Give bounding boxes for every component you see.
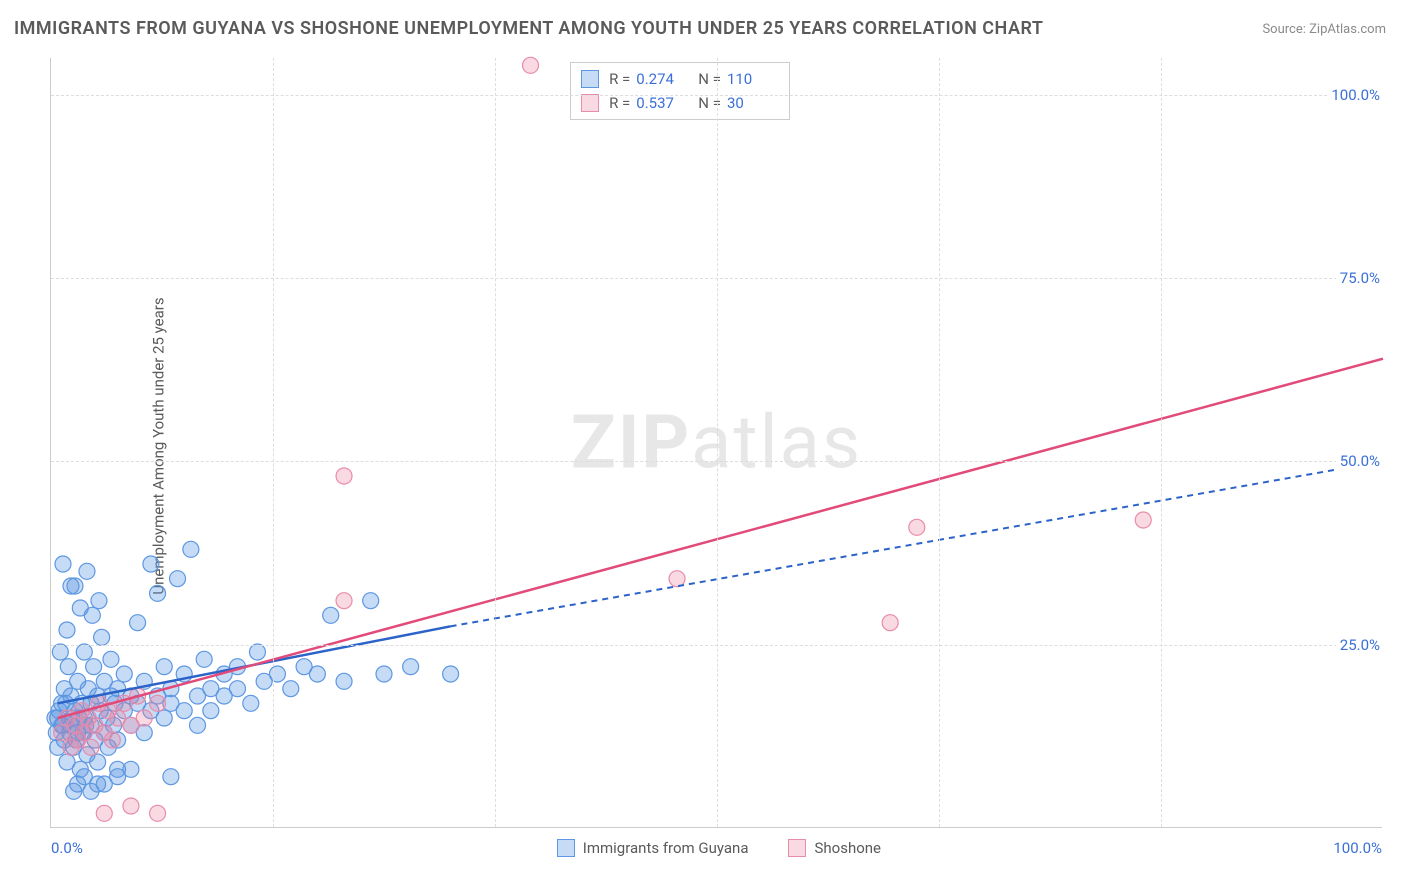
legend-swatch-series2 [788, 839, 806, 857]
data-point [283, 681, 299, 697]
data-point [91, 593, 107, 609]
data-point [96, 805, 112, 821]
data-point [336, 593, 352, 609]
data-point [150, 695, 166, 711]
data-point [403, 659, 419, 675]
data-point [163, 769, 179, 785]
stat-n-value-1: 110 [727, 67, 779, 91]
data-point [136, 710, 152, 726]
data-point [523, 57, 539, 73]
legend-label-series1: Immigrants from Guyana [583, 839, 749, 857]
data-point [909, 519, 925, 535]
gridline-v [717, 58, 718, 827]
data-point [156, 710, 172, 726]
data-point [323, 607, 339, 623]
data-point [183, 541, 199, 557]
stat-r-value-1: 0.274 [636, 67, 688, 91]
data-point [123, 798, 139, 814]
data-point [86, 659, 102, 675]
gridline-v [1161, 58, 1162, 827]
data-point [170, 571, 186, 587]
data-point [229, 681, 245, 697]
data-point [196, 651, 212, 667]
data-point [190, 717, 206, 733]
trend-line [58, 359, 1383, 718]
data-point [363, 593, 379, 609]
data-point [203, 703, 219, 719]
data-point [60, 659, 76, 675]
data-point [143, 556, 159, 572]
data-point [336, 468, 352, 484]
y-tick-label: 25.0% [1336, 636, 1384, 654]
data-point [104, 732, 120, 748]
data-point [110, 761, 126, 777]
gridline-v [273, 58, 274, 827]
data-point [84, 607, 100, 623]
data-point [336, 673, 352, 689]
y-tick-label: 50.0% [1336, 452, 1384, 470]
data-point [90, 776, 106, 792]
data-point [269, 666, 285, 682]
x-tick-left: 0.0% [51, 839, 83, 857]
gridline-v [495, 58, 496, 827]
legend-item-series1: Immigrants from Guyana [557, 839, 749, 857]
legend-swatch-series1 [557, 839, 575, 857]
data-point [90, 754, 106, 770]
data-point [309, 666, 325, 682]
stats-box: R = 0.274 N = 110 R = 0.537 N = 30 [570, 62, 790, 120]
chart-title: IMMIGRANTS FROM GUYANA VS SHOSHONE UNEMP… [14, 18, 1043, 39]
y-tick-label: 75.0% [1336, 269, 1384, 287]
bottom-legend: Immigrants from Guyana Shoshone [557, 839, 881, 857]
swatch-series1 [581, 70, 599, 88]
data-point [156, 659, 172, 675]
gridline-v [939, 58, 940, 827]
data-point [150, 585, 166, 601]
data-point [83, 739, 99, 755]
stat-r-label-1: R = [609, 67, 630, 91]
data-point [52, 644, 68, 660]
data-point [66, 783, 82, 799]
data-point [376, 666, 392, 682]
data-point [243, 695, 259, 711]
data-point [103, 651, 119, 667]
legend-item-series2: Shoshone [788, 839, 881, 857]
swatch-series2 [581, 94, 599, 112]
y-tick-label: 100.0% [1327, 86, 1384, 104]
data-point [130, 615, 146, 631]
data-point [150, 805, 166, 821]
data-point [116, 666, 132, 682]
data-point [55, 556, 71, 572]
data-point [94, 629, 110, 645]
legend-label-series2: Shoshone [814, 839, 881, 857]
source-name: ZipAtlas.com [1309, 22, 1386, 37]
x-tick-right: 100.0% [1333, 839, 1382, 857]
correlation-chart: IMMIGRANTS FROM GUYANA VS SHOSHONE UNEMP… [0, 0, 1406, 892]
data-point [59, 622, 75, 638]
data-point [1135, 512, 1151, 528]
data-point [249, 644, 265, 660]
stats-row-series1: R = 0.274 N = 110 [581, 67, 779, 91]
source-label: Source: [1262, 22, 1305, 37]
data-point [76, 644, 92, 660]
data-point [79, 563, 95, 579]
data-point [443, 666, 459, 682]
data-point [882, 615, 898, 631]
data-point [176, 703, 192, 719]
source-credit: Source: ZipAtlas.com [1262, 22, 1386, 37]
plot-area: ZIPatlas R = 0.274 N = 110 R = 0.537 N =… [50, 58, 1382, 828]
data-point [63, 578, 79, 594]
